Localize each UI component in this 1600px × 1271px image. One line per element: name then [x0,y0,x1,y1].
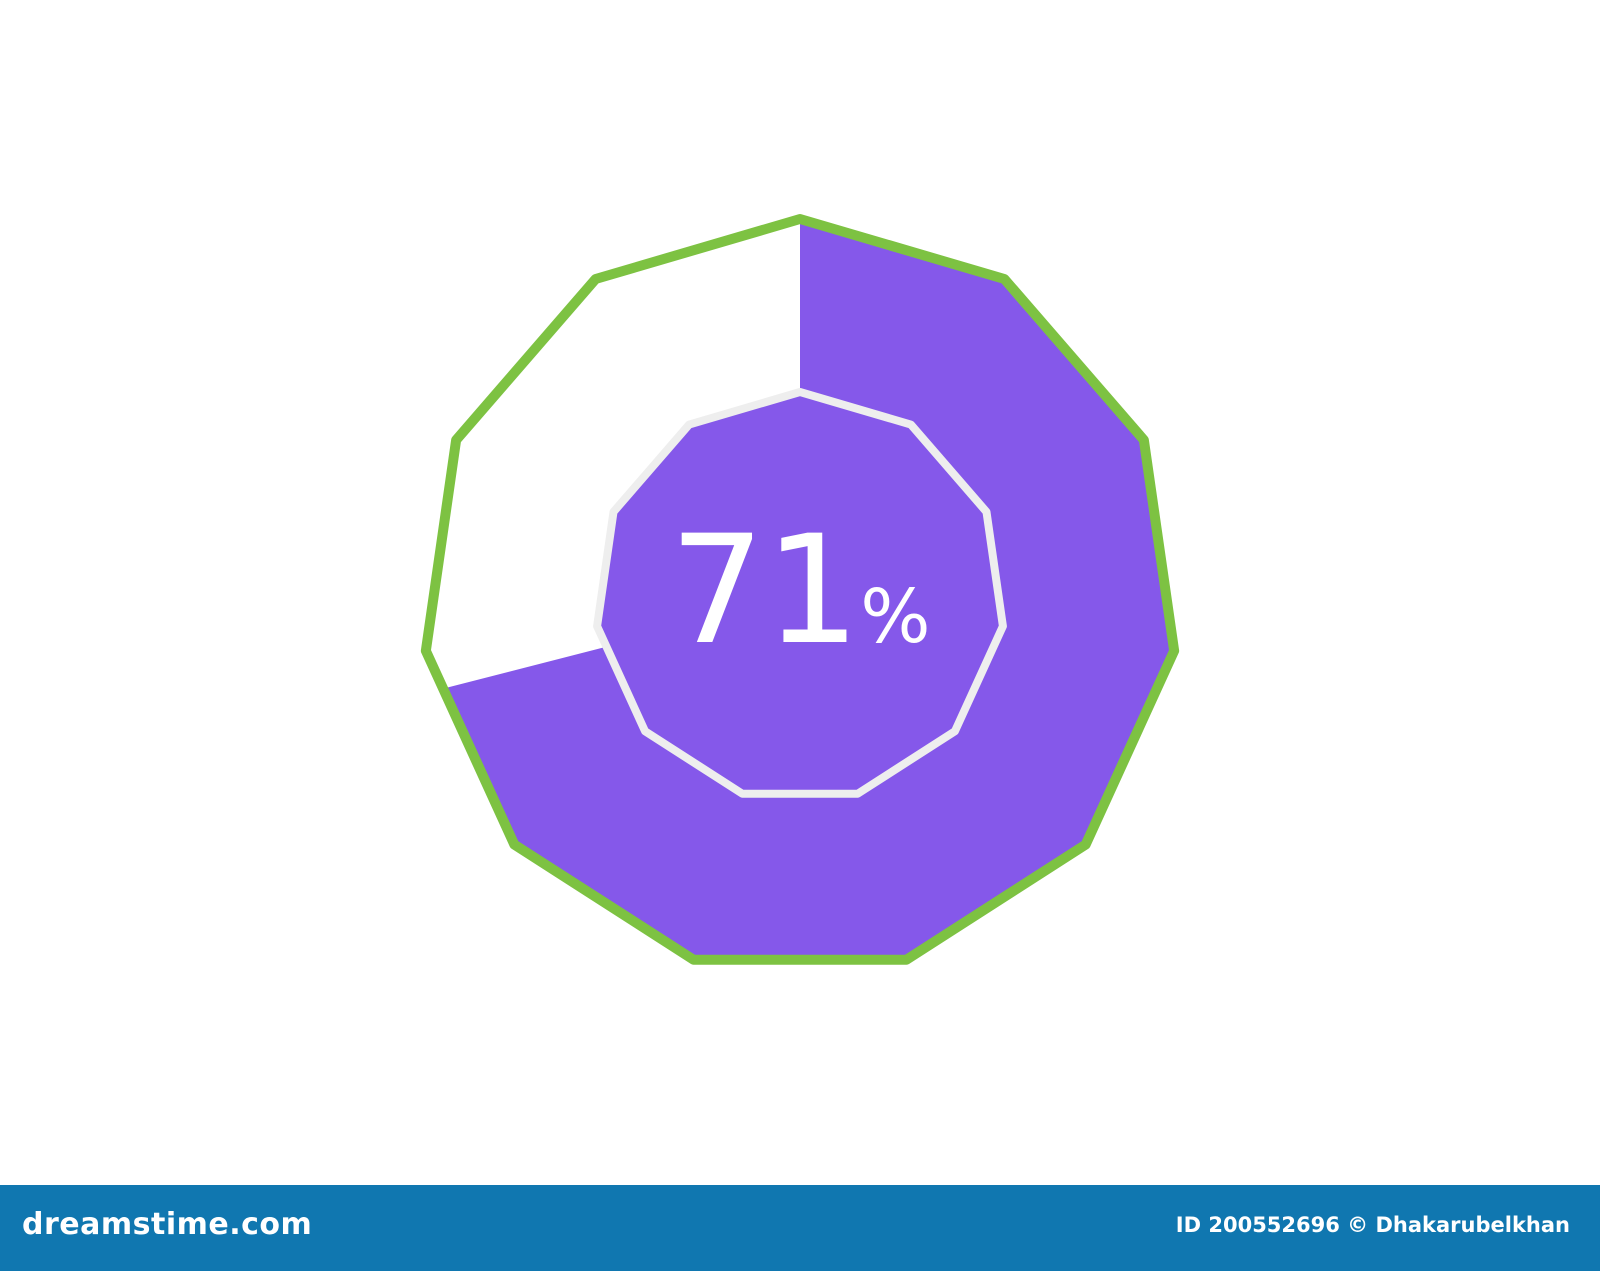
percentage-chart: 71% [420,214,1180,965]
brand-logo: dreamstime.com [22,1207,313,1242]
outer-border [420,214,1180,965]
image-credit: ID 200552696 © Dhakarubelkhan [1175,1213,1570,1237]
inner-hub [593,388,1007,798]
center-value: 71 [669,504,860,678]
center-unit: % [860,574,930,660]
center-label: 71% [669,504,930,678]
footer-bar: dreamstime.com ID 200552696 © Dhakarubel… [0,1185,1600,1271]
